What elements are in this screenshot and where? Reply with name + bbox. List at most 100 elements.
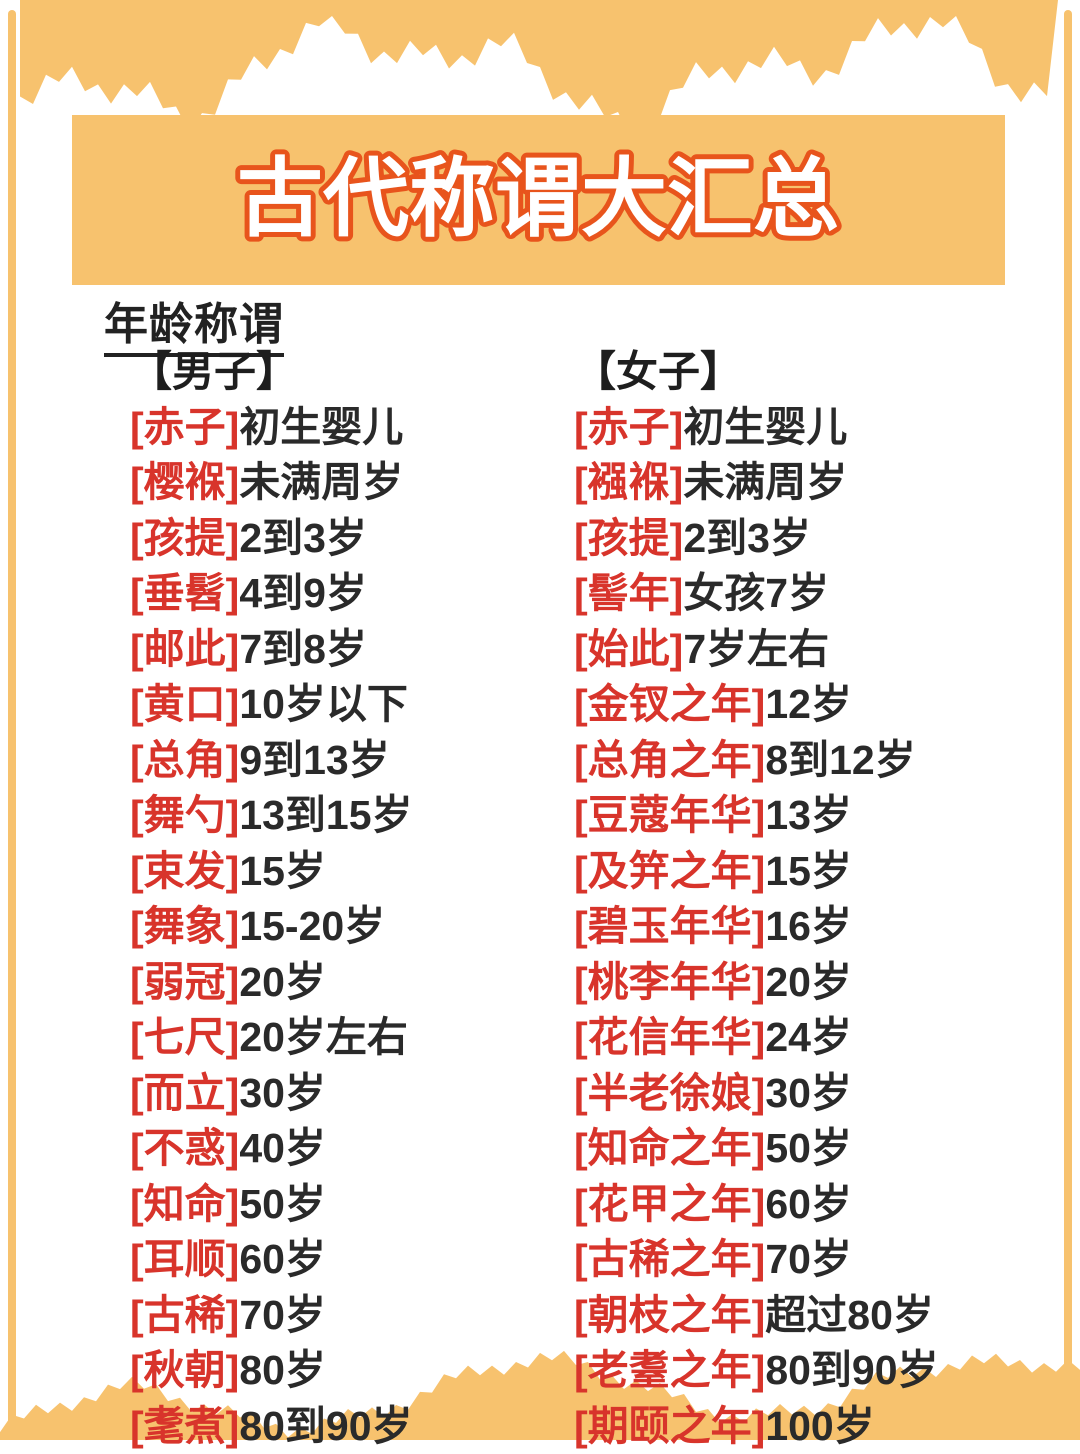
term-desc: 12岁: [765, 681, 852, 727]
term-label: [金钗之年]: [574, 681, 765, 727]
term-label: [碧玉年华]: [574, 903, 765, 949]
term-desc: 40岁: [239, 1125, 326, 1171]
frame-right-border: [1064, 10, 1072, 1432]
term-label: [知命之年]: [574, 1125, 765, 1171]
term-label: [黄口]: [130, 681, 239, 727]
term-row: [花甲之年]60岁: [574, 1177, 1044, 1233]
term-desc: 100岁: [765, 1403, 874, 1449]
term-desc: 2到3岁: [239, 515, 367, 561]
term-desc: 9到13岁: [239, 737, 389, 783]
term-desc: 13到15岁: [239, 792, 412, 838]
term-desc: 8到12岁: [765, 737, 915, 783]
term-row: [始此]7岁左右: [574, 622, 1044, 678]
term-desc: 未满周岁: [683, 459, 847, 505]
term-row: [不惑]40岁: [130, 1121, 560, 1177]
term-desc: 13岁: [765, 792, 852, 838]
term-desc: 30岁: [239, 1070, 326, 1116]
term-desc: 超过80岁: [765, 1292, 934, 1338]
term-row: [孩提]2到3岁: [130, 511, 560, 567]
term-row: [孩提]2到3岁: [574, 511, 1044, 567]
term-desc: 20岁: [239, 959, 326, 1005]
term-desc: 7到8岁: [239, 626, 367, 672]
term-row: [舞象]15-20岁: [130, 899, 560, 955]
term-desc: 16岁: [765, 903, 852, 949]
term-desc: 60岁: [765, 1181, 852, 1227]
term-row: [樱褓]未满周岁: [130, 455, 560, 511]
term-desc: 30岁: [765, 1070, 852, 1116]
term-desc: 7岁左右: [683, 626, 829, 672]
title-banner: 古代称谓大汇总: [72, 115, 1005, 285]
term-row: [髻年]女孩7岁: [574, 566, 1044, 622]
term-label: [赤子]: [574, 404, 683, 450]
term-desc: 50岁: [765, 1125, 852, 1171]
frame-left-border: [8, 10, 16, 1432]
term-row: [知命之年]50岁: [574, 1121, 1044, 1177]
term-label: [襁褓]: [574, 459, 683, 505]
term-row: [舞勺]13到15岁: [130, 788, 560, 844]
term-label: [而立]: [130, 1070, 239, 1116]
term-row: [老耋之年]80到90岁: [574, 1343, 1044, 1399]
term-label: [耄煮]: [130, 1403, 239, 1449]
term-row: [总角之年]8到12岁: [574, 733, 1044, 789]
term-row: [碧玉年华]16岁: [574, 899, 1044, 955]
term-label: [总角之年]: [574, 737, 765, 783]
term-desc: 20岁左右: [239, 1014, 408, 1060]
term-row: [及笄之年]15岁: [574, 844, 1044, 900]
term-row: [耳顺]60岁: [130, 1232, 560, 1288]
term-desc: 50岁: [239, 1181, 326, 1227]
term-row: [豆蔻年华]13岁: [574, 788, 1044, 844]
term-label: [七尺]: [130, 1014, 239, 1060]
term-label: [古稀]: [130, 1292, 239, 1338]
column-header: 【女子】: [574, 344, 1044, 400]
term-row: [花信年华]24岁: [574, 1010, 1044, 1066]
term-desc: 女孩7岁: [683, 570, 829, 616]
term-row: [七尺]20岁左右: [130, 1010, 560, 1066]
term-label: [总角]: [130, 737, 239, 783]
term-desc: 初生婴儿: [683, 404, 847, 450]
term-row: [金钗之年]12岁: [574, 677, 1044, 733]
term-row: [邮此]7到8岁: [130, 622, 560, 678]
column: 【女子】 [赤子]初生婴儿 [襁褓]未满周岁 [孩提]2到3岁 [髻年]女孩7岁…: [574, 344, 1044, 1454]
term-row: [耄煮]80到90岁: [130, 1399, 560, 1454]
term-row: [古稀]70岁: [130, 1288, 560, 1344]
term-label: [孩提]: [130, 515, 239, 561]
term-row: [期颐之年]100岁: [574, 1399, 1044, 1454]
term-label: [及笄之年]: [574, 848, 765, 894]
term-row: [总角]9到13岁: [130, 733, 560, 789]
term-row: [赤子]初生婴儿: [574, 400, 1044, 456]
term-desc: 15-20岁: [239, 903, 385, 949]
term-label: [弱冠]: [130, 959, 239, 1005]
term-label: [古稀之年]: [574, 1236, 765, 1282]
page-title: 古代称谓大汇总: [237, 151, 839, 247]
term-label: [花甲之年]: [574, 1181, 765, 1227]
term-desc: 15岁: [765, 848, 852, 894]
term-desc: 70岁: [239, 1292, 326, 1338]
term-row: [知命]50岁: [130, 1177, 560, 1233]
term-row: [垂髫]4到9岁: [130, 566, 560, 622]
term-row: [桃李年华]20岁: [574, 955, 1044, 1011]
term-label: [舞象]: [130, 903, 239, 949]
term-row: [黄口]10岁以下: [130, 677, 560, 733]
term-row: [古稀之年]70岁: [574, 1232, 1044, 1288]
term-desc: 2到3岁: [683, 515, 811, 561]
term-desc: 80到90岁: [765, 1347, 938, 1393]
term-desc: 80到90岁: [239, 1403, 412, 1449]
term-label: [不惑]: [130, 1125, 239, 1171]
term-row: [半老徐娘]30岁: [574, 1066, 1044, 1122]
term-desc: 15岁: [239, 848, 326, 894]
term-row: [襁褓]未满周岁: [574, 455, 1044, 511]
term-label: [知命]: [130, 1181, 239, 1227]
term-desc: 80岁: [239, 1347, 326, 1393]
term-desc: 10岁以下: [239, 681, 408, 727]
term-label: [桃李年华]: [574, 959, 765, 1005]
term-row: [束发]15岁: [130, 844, 560, 900]
term-desc: 70岁: [765, 1236, 852, 1282]
term-label: [舞勺]: [130, 792, 239, 838]
term-label: [赤子]: [130, 404, 239, 450]
term-label: [孩提]: [574, 515, 683, 561]
term-label: [樱褓]: [130, 459, 239, 505]
term-row: [而立]30岁: [130, 1066, 560, 1122]
term-label: [邮此]: [130, 626, 239, 672]
column-header: 【男子】: [130, 344, 560, 400]
term-desc: 20岁: [765, 959, 852, 1005]
